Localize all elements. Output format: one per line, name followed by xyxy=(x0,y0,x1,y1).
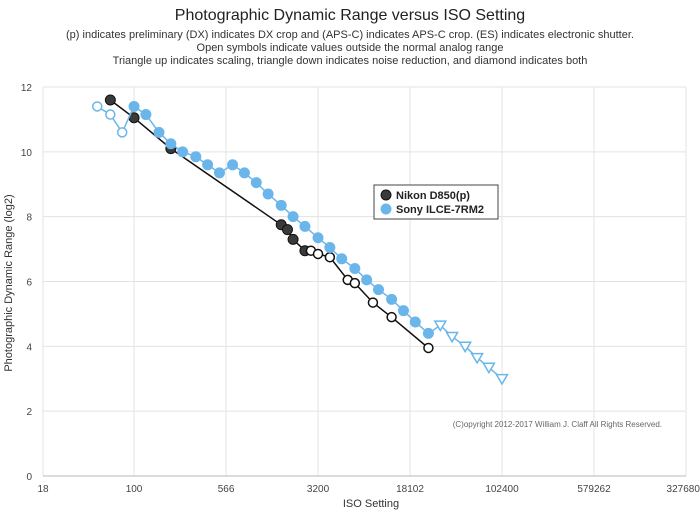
chart-title: Photographic Dynamic Range versus ISO Se… xyxy=(175,7,525,24)
data-point[interactable] xyxy=(250,177,262,189)
x-tick-label: 3200 xyxy=(307,484,330,495)
data-point[interactable] xyxy=(423,342,434,354)
data-point[interactable] xyxy=(386,293,398,305)
data-point[interactable] xyxy=(105,109,116,120)
data-point[interactable] xyxy=(336,253,348,265)
data-point[interactable] xyxy=(324,241,336,253)
chart-subtitle-line-1: (p) indicates preliminary (DX) indicates… xyxy=(66,29,634,41)
y-tick-label: 10 xyxy=(21,148,33,159)
data-point[interactable] xyxy=(349,277,361,289)
data-point[interactable] xyxy=(128,100,140,112)
data-point[interactable] xyxy=(287,233,299,245)
data-point[interactable] xyxy=(470,352,484,365)
series-plot xyxy=(91,94,509,386)
data-point[interactable] xyxy=(367,297,379,308)
data-point[interactable] xyxy=(495,373,509,386)
y-tick-label: 6 xyxy=(26,278,32,289)
data-point[interactable] xyxy=(262,188,274,200)
data-point[interactable] xyxy=(190,151,202,163)
legend-label-nikon[interactable]: Nikon D850(p) xyxy=(396,190,470,202)
legend-box xyxy=(373,184,499,220)
data-point[interactable] xyxy=(165,138,177,150)
x-axis-label: ISO Setting xyxy=(343,498,399,510)
y-tick-label: 0 xyxy=(26,472,32,483)
data-point[interactable] xyxy=(91,101,103,112)
legend-marker-nikon xyxy=(380,189,392,201)
data-point[interactable] xyxy=(458,341,473,354)
data-point[interactable] xyxy=(202,159,214,171)
series-line xyxy=(96,105,503,380)
data-point[interactable] xyxy=(213,167,225,179)
x-tick-label: 18 xyxy=(37,484,49,495)
data-point[interactable] xyxy=(482,362,496,375)
data-point[interactable] xyxy=(386,311,397,323)
legend-label-sony[interactable]: Sony ILCE-7RM2 xyxy=(396,204,484,216)
data-point[interactable] xyxy=(373,284,385,296)
grid-lines xyxy=(42,86,687,477)
data-point[interactable] xyxy=(140,109,152,121)
y-axis-label: Photographic Dynamic Range (log2) xyxy=(3,194,15,371)
data-point[interactable] xyxy=(433,320,448,332)
copyright-notice: (C)opyright 2012-2017 William J. Claff A… xyxy=(453,420,662,429)
x-tick-label: 100 xyxy=(126,484,143,495)
axes: 0 2 4 6 8 10 12 18 100 566 3200 18102 102400 579262 32… xyxy=(21,83,700,495)
y-tick-label: 8 xyxy=(26,213,32,224)
data-point[interactable] xyxy=(361,274,373,286)
y-tick-label: 12 xyxy=(21,83,33,94)
legend-marker-sony xyxy=(380,203,392,215)
data-point[interactable] xyxy=(397,305,409,317)
chart-subtitle-line-2: Open symbols indicate values outside the… xyxy=(197,42,504,54)
chart-subtitle-line-3: Triangle up indicates scaling, triangle … xyxy=(113,55,588,67)
data-point[interactable] xyxy=(312,248,324,260)
y-tick-label: 4 xyxy=(26,342,32,353)
data-point[interactable] xyxy=(281,224,293,236)
data-point[interactable] xyxy=(299,220,311,232)
x-tick-label: 18102 xyxy=(396,484,424,495)
legend: Nikon D850(p) Sony ILCE-7RM2 xyxy=(373,184,499,220)
x-tick-label: 102400 xyxy=(485,484,519,495)
data-point[interactable] xyxy=(227,159,239,171)
data-point[interactable] xyxy=(116,127,128,138)
data-point[interactable] xyxy=(445,331,459,344)
x-tick-label: 3276800 xyxy=(667,484,700,495)
data-point[interactable] xyxy=(324,251,336,263)
data-point[interactable] xyxy=(312,232,324,244)
x-tick-label: 579262 xyxy=(577,484,611,495)
data-point[interactable] xyxy=(238,167,250,179)
y-tick-label: 2 xyxy=(26,407,32,418)
x-tick-label: 566 xyxy=(218,484,235,495)
data-point[interactable] xyxy=(422,327,434,339)
data-point[interactable] xyxy=(104,94,116,106)
data-point[interactable] xyxy=(177,146,189,158)
data-point[interactable] xyxy=(275,199,287,211)
data-point[interactable] xyxy=(409,316,421,328)
data-point[interactable] xyxy=(349,263,361,275)
data-point[interactable] xyxy=(287,211,299,223)
data-point[interactable] xyxy=(153,126,165,138)
